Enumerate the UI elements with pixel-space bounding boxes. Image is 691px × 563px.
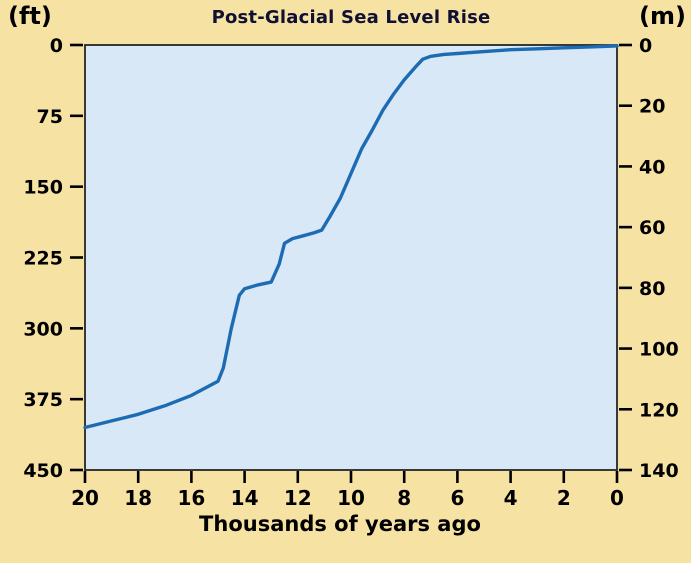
right-axis-unit-label: (m)	[639, 2, 686, 30]
right-axis-tick-label: 120	[639, 399, 679, 421]
plot-area	[84, 44, 618, 471]
right-axis-tick-label: 80	[639, 278, 665, 300]
right-axis-tick-label: 140	[639, 460, 679, 482]
left-axis-tick-label: 450	[23, 460, 63, 482]
x-axis-tick-label: 2	[557, 486, 571, 510]
right-axis-tick-label: 40	[639, 156, 665, 178]
right-axis-tick-label: 20	[639, 96, 665, 118]
left-axis-tick-label: 0	[50, 35, 63, 57]
right-axis-tick-label: 60	[639, 217, 665, 239]
x-axis-tick-label: 4	[504, 486, 518, 510]
x-axis-tick-label: 0	[610, 486, 624, 510]
right-axis-tick-label: 100	[639, 339, 679, 361]
chart-title: Post-Glacial Sea Level Rise	[211, 7, 491, 28]
x-axis-tick-label: 16	[177, 486, 205, 510]
x-axis-tick-label: 8	[397, 486, 411, 510]
x-axis-tick-label: 10	[337, 486, 365, 510]
x-axis-tick-label: 12	[284, 486, 312, 510]
left-axis-tick-label: 150	[23, 177, 63, 199]
left-axis-unit-label: (ft)	[8, 2, 52, 30]
right-axis-tick-label: 0	[639, 35, 652, 57]
x-axis-tick-label: 20	[71, 486, 99, 510]
left-axis-tick-label: 300	[23, 318, 63, 340]
x-axis-tick-label: 14	[231, 486, 259, 510]
x-axis-tick-label: 6	[450, 486, 464, 510]
left-axis-tick-label: 225	[23, 248, 63, 270]
sea-level-curve	[83, 44, 619, 430]
x-axis-tick-label: 18	[124, 486, 152, 510]
left-axis-tick-label: 375	[23, 389, 63, 411]
x-axis-title: Thousands of years ago	[199, 512, 481, 536]
left-axis-tick-label: 75	[37, 106, 63, 128]
